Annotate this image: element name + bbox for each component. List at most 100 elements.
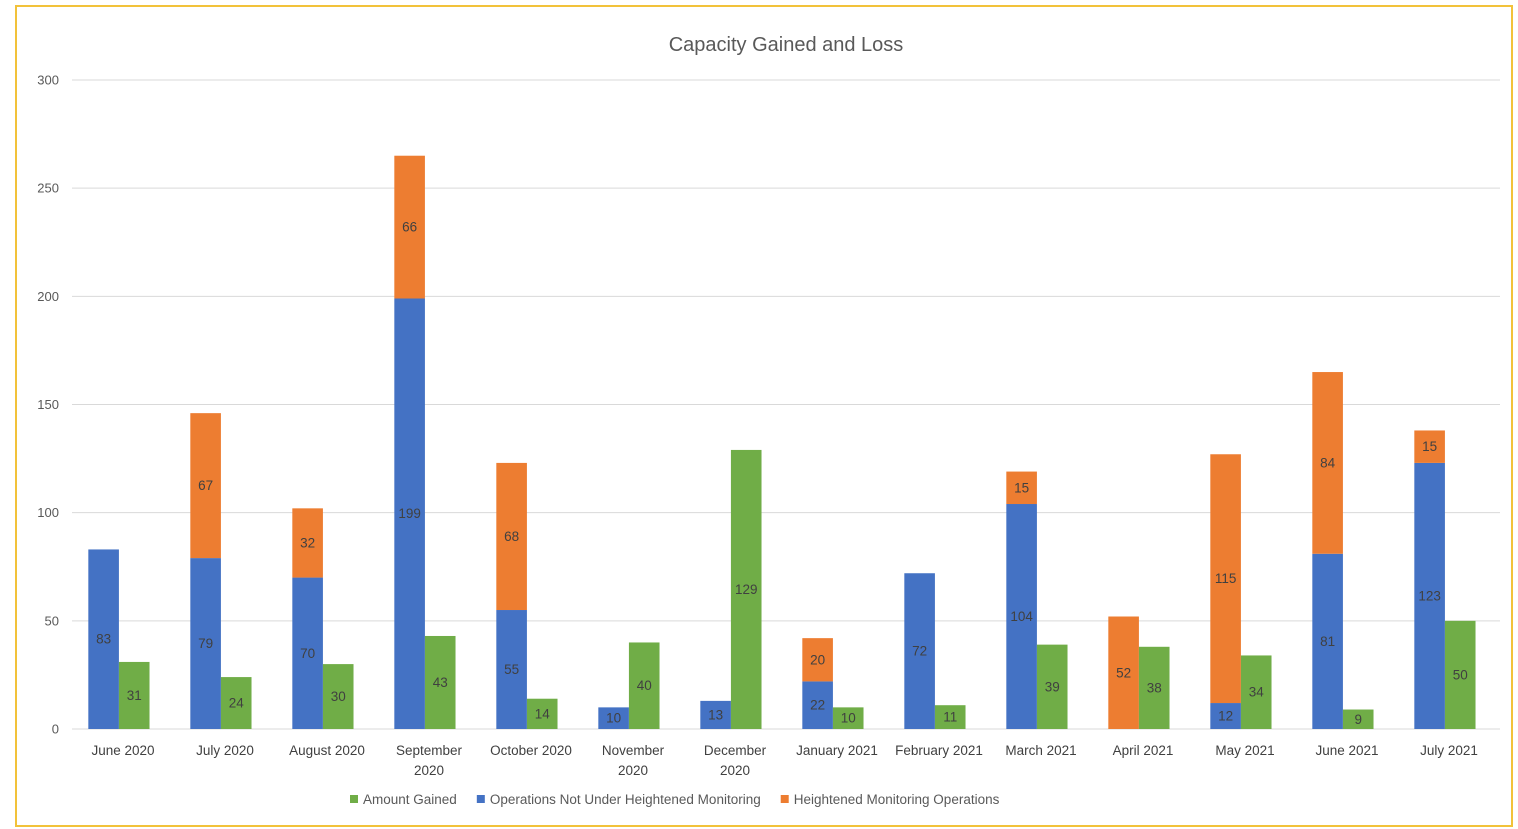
bar-heightened[interactable] <box>1108 616 1139 729</box>
legend-entry-label[interactable]: Operations Not Under Heightened Monitori… <box>490 792 761 807</box>
bar-heightened[interactable] <box>1006 471 1037 505</box>
data-label: 20 <box>810 652 825 667</box>
data-label: 199 <box>398 506 421 521</box>
data-label: 13 <box>708 707 723 722</box>
bar-amount-gained[interactable] <box>1240 655 1272 729</box>
bar-not-heightened[interactable] <box>802 681 833 729</box>
bar-not-heightened[interactable] <box>394 298 425 729</box>
y-tick-label: 200 <box>37 289 59 304</box>
bar-not-heightened[interactable] <box>1006 504 1037 729</box>
bar-not-heightened[interactable] <box>496 610 527 729</box>
axes: 0 50 100 150 200 250 300 June 2020 July 2020 Augu… <box>37 73 1478 779</box>
x-category-label: June 2021 <box>1315 743 1378 758</box>
legend-swatch <box>350 795 358 803</box>
bar-amount-gained[interactable] <box>220 677 252 729</box>
data-label: 67 <box>198 478 213 493</box>
chart-title: Capacity Gained and Loss <box>669 34 904 56</box>
data-label: 10 <box>606 711 621 726</box>
data-label: 123 <box>1418 588 1441 603</box>
data-label: 22 <box>810 698 825 713</box>
bar-not-heightened[interactable] <box>1312 553 1343 729</box>
bar-not-heightened[interactable] <box>904 573 935 729</box>
bar-amount-gained[interactable] <box>322 664 354 729</box>
bar-heightened[interactable] <box>292 508 323 578</box>
bar-amount-gained[interactable] <box>1036 644 1068 729</box>
bar-not-heightened[interactable] <box>598 707 629 729</box>
bar-amount-gained[interactable] <box>1138 646 1170 729</box>
data-label: 68 <box>504 529 519 544</box>
bar-amount-gained[interactable] <box>118 661 150 729</box>
data-label: 15 <box>1422 439 1437 454</box>
bars <box>88 155 1476 729</box>
data-label: 10 <box>841 711 856 726</box>
bar-heightened[interactable] <box>496 462 527 611</box>
x-category-label: October 2020 <box>490 743 572 758</box>
x-category-label: July 2021 <box>1420 743 1478 758</box>
data-label: 66 <box>402 220 417 235</box>
bar-amount-gained[interactable] <box>1342 709 1374 729</box>
x-category-label: April 2021 <box>1113 743 1174 758</box>
y-tick-label: 300 <box>37 73 59 88</box>
data-label: 70 <box>300 646 315 661</box>
x-category-label: July 2020 <box>196 743 254 758</box>
y-tick-label: 100 <box>37 505 59 520</box>
data-label: 14 <box>535 706 551 721</box>
bar-amount-gained[interactable] <box>526 698 558 729</box>
bar-heightened[interactable] <box>394 155 425 299</box>
bar-amount-gained[interactable] <box>730 449 762 729</box>
data-label: 39 <box>1045 679 1060 694</box>
data-label: 83 <box>96 632 111 647</box>
legend-swatch <box>476 795 485 803</box>
y-tick-label: 150 <box>37 397 59 412</box>
bar-not-heightened[interactable] <box>88 549 119 729</box>
data-label: 9 <box>1354 712 1362 727</box>
x-category-label: February 2021 <box>895 743 983 758</box>
x-category-label: January 2021 <box>796 743 878 758</box>
data-label: 11 <box>943 710 957 725</box>
data-label: 30 <box>331 689 346 704</box>
legend-swatch <box>780 795 789 803</box>
bar-not-heightened[interactable] <box>1210 703 1241 729</box>
data-label: 12 <box>1218 709 1233 724</box>
bar-not-heightened[interactable] <box>1414 462 1445 729</box>
chart-svg: Capacity Gained and Loss 83 31 79 67 24 70 32 3… <box>37 34 1500 807</box>
x-category-label: May 2021 <box>1215 743 1274 758</box>
y-tick-label: 250 <box>37 181 59 196</box>
data-label: 31 <box>127 688 142 703</box>
bar-not-heightened[interactable] <box>292 577 323 729</box>
bar-amount-gained[interactable] <box>1444 620 1476 729</box>
bar-amount-gained[interactable] <box>832 707 864 729</box>
bar-amount-gained[interactable] <box>424 635 456 729</box>
data-label: 104 <box>1010 609 1033 624</box>
data-label: 50 <box>1453 667 1468 682</box>
bar-heightened[interactable] <box>1210 454 1241 704</box>
data-label: 55 <box>504 662 519 677</box>
legend-entry-label[interactable]: Heightened Monitoring Operations <box>794 792 1000 807</box>
data-label: 15 <box>1014 480 1029 495</box>
bar-heightened[interactable] <box>802 638 833 682</box>
bar-amount-gained[interactable] <box>934 705 966 729</box>
legend[interactable]: Amount Gained Operations Not Under Height… <box>350 792 1000 807</box>
data-label: 34 <box>1249 685 1265 700</box>
data-label: 24 <box>229 696 245 711</box>
data-label: 72 <box>912 644 927 659</box>
y-tick-label: 0 <box>52 722 59 737</box>
data-label: 115 <box>1215 571 1237 586</box>
x-category-label: March 2021 <box>1005 743 1076 758</box>
data-label: 52 <box>1116 665 1131 680</box>
y-tick-label: 50 <box>45 613 59 628</box>
x-category-label: November 2020 <box>602 743 665 778</box>
bar-amount-gained[interactable] <box>628 642 660 729</box>
bar-not-heightened[interactable] <box>190 558 221 729</box>
chart-area[interactable]: Capacity Gained and Loss 83 31 79 67 24 70 32 3… <box>15 5 1513 827</box>
bar-heightened[interactable] <box>190 413 221 559</box>
bar-heightened[interactable] <box>1312 372 1343 554</box>
bar-not-heightened[interactable] <box>700 700 731 729</box>
bar-heightened[interactable] <box>1414 430 1445 463</box>
x-category-label: June 2020 <box>91 743 154 758</box>
data-label: 38 <box>1147 680 1162 695</box>
x-category-label: September 2020 <box>396 743 463 778</box>
legend-entry-label[interactable]: Amount Gained <box>363 792 457 807</box>
